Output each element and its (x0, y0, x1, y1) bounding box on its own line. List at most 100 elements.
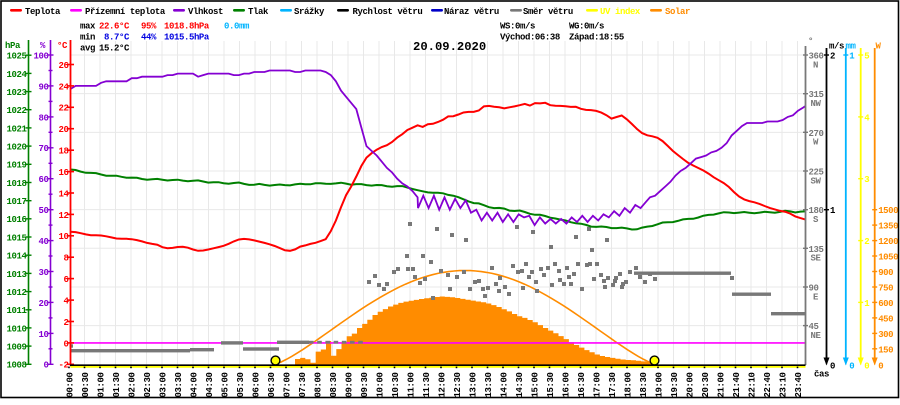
svg-text:Tlak: Tlak (248, 7, 269, 17)
svg-text:3: 3 (864, 175, 869, 185)
svg-text:Solar: Solar (665, 7, 690, 17)
svg-text:04:00: 04:00 (190, 373, 200, 398)
svg-text:0: 0 (44, 361, 49, 371)
svg-text:03:30: 03:30 (174, 373, 184, 398)
svg-text:Náraz větru: Náraz větru (444, 7, 499, 17)
svg-text:40: 40 (39, 237, 49, 247)
svg-text:80: 80 (39, 113, 49, 123)
svg-text:18: 18 (59, 147, 69, 157)
svg-text:W: W (813, 138, 819, 148)
svg-text:22: 22 (59, 104, 69, 114)
svg-text:°C: °C (57, 41, 68, 51)
svg-text:2: 2 (830, 52, 835, 62)
svg-text:20: 20 (39, 299, 49, 309)
svg-text:22.6°C: 22.6°C (99, 22, 130, 32)
svg-text:1020: 1020 (7, 143, 27, 153)
svg-text:12:00: 12:00 (438, 373, 448, 398)
svg-text:1015.5hPa: 1015.5hPa (164, 33, 210, 43)
svg-text:17:00: 17:00 (593, 373, 603, 398)
svg-text:135: 135 (809, 245, 824, 255)
svg-text:180: 180 (809, 206, 824, 216)
svg-text:0: 0 (864, 362, 869, 372)
svg-text:14:00: 14:00 (500, 373, 510, 398)
svg-text:NE: NE (811, 331, 822, 341)
svg-text:00:00: 00:00 (66, 373, 76, 398)
svg-text:UV index: UV index (600, 7, 641, 17)
svg-text:06:30: 06:30 (267, 373, 277, 398)
svg-text:07:00: 07:00 (283, 373, 293, 398)
svg-text:0: 0 (830, 362, 835, 372)
svg-text:1050: 1050 (878, 253, 898, 263)
svg-text:22:40: 22:40 (763, 373, 773, 398)
svg-text:Směr větru: Směr větru (523, 7, 573, 17)
svg-text:8.7°C: 8.7°C (104, 33, 130, 43)
svg-text:1013: 1013 (7, 270, 27, 280)
svg-text:čas: čas (814, 370, 829, 380)
svg-text:21:00: 21:00 (717, 373, 727, 398)
svg-text:avg: avg (80, 44, 95, 54)
svg-text:Rychlost větru: Rychlost větru (353, 7, 423, 17)
svg-text:23:10: 23:10 (779, 373, 789, 398)
svg-text:22:10: 22:10 (748, 373, 758, 398)
svg-text:m/s: m/s (829, 42, 844, 52)
svg-text:90: 90 (809, 284, 819, 294)
svg-text:WS:0m/s: WS:0m/s (500, 22, 535, 32)
svg-text:0: 0 (849, 362, 854, 372)
svg-text:Teplota: Teplota (25, 7, 61, 17)
svg-text:8: 8 (64, 254, 69, 264)
svg-text:0.0mm: 0.0mm (224, 22, 250, 32)
svg-text:44%: 44% (141, 33, 157, 43)
svg-text:16: 16 (59, 168, 69, 178)
svg-text:2: 2 (64, 318, 69, 328)
svg-text:1500: 1500 (878, 206, 898, 216)
svg-text:315: 315 (809, 90, 824, 100)
svg-text:13:00: 13:00 (469, 373, 479, 398)
svg-text:1015: 1015 (7, 233, 27, 243)
svg-text:450: 450 (878, 314, 893, 324)
svg-text:05:30: 05:30 (236, 373, 246, 398)
svg-text:20.09.2020: 20.09.2020 (413, 40, 486, 54)
svg-text:150: 150 (878, 345, 893, 355)
svg-text:10:30: 10:30 (391, 373, 401, 398)
svg-text:min: min (80, 33, 95, 43)
svg-text:26: 26 (59, 61, 69, 71)
svg-text:4: 4 (64, 297, 70, 307)
svg-text:2: 2 (864, 237, 869, 247)
svg-text:6: 6 (64, 275, 69, 285)
svg-text:1017: 1017 (7, 197, 27, 207)
svg-text:1: 1 (830, 206, 836, 216)
svg-text:hPa: hPa (5, 41, 21, 51)
svg-text:WG:0m/s: WG:0m/s (569, 22, 604, 32)
svg-text:1018: 1018 (7, 179, 27, 189)
svg-text:11:00: 11:00 (407, 373, 417, 398)
svg-text:15:00: 15:00 (531, 373, 541, 398)
svg-text:100: 100 (34, 51, 49, 61)
svg-text:5: 5 (864, 52, 869, 62)
svg-text:°: ° (808, 37, 813, 47)
svg-text:10: 10 (39, 330, 49, 340)
svg-text:Vlhkost: Vlhkost (188, 7, 223, 17)
svg-text:600: 600 (878, 299, 893, 309)
svg-text:300: 300 (878, 330, 893, 340)
svg-text:1011: 1011 (7, 306, 28, 316)
svg-text:900: 900 (878, 268, 893, 278)
svg-text:270: 270 (809, 129, 824, 139)
svg-text:750: 750 (878, 284, 893, 294)
svg-text:12:30: 12:30 (453, 373, 463, 398)
svg-text:90: 90 (39, 82, 49, 92)
svg-text:360: 360 (809, 52, 824, 62)
svg-text:70: 70 (39, 144, 49, 154)
svg-text:18:00: 18:00 (624, 373, 634, 398)
svg-text:50: 50 (39, 206, 49, 216)
svg-text:1008: 1008 (7, 361, 27, 371)
svg-text:1022: 1022 (7, 106, 27, 116)
svg-text:W: W (876, 42, 882, 52)
svg-text:05:00: 05:00 (221, 373, 231, 398)
svg-text:60: 60 (39, 175, 49, 185)
svg-text:16:00: 16:00 (562, 373, 572, 398)
svg-text:Srážky: Srážky (294, 7, 325, 17)
svg-text:SW: SW (811, 176, 822, 186)
svg-text:24: 24 (59, 82, 70, 92)
svg-text:20:00: 20:00 (686, 373, 696, 398)
svg-text:S: S (813, 215, 819, 225)
